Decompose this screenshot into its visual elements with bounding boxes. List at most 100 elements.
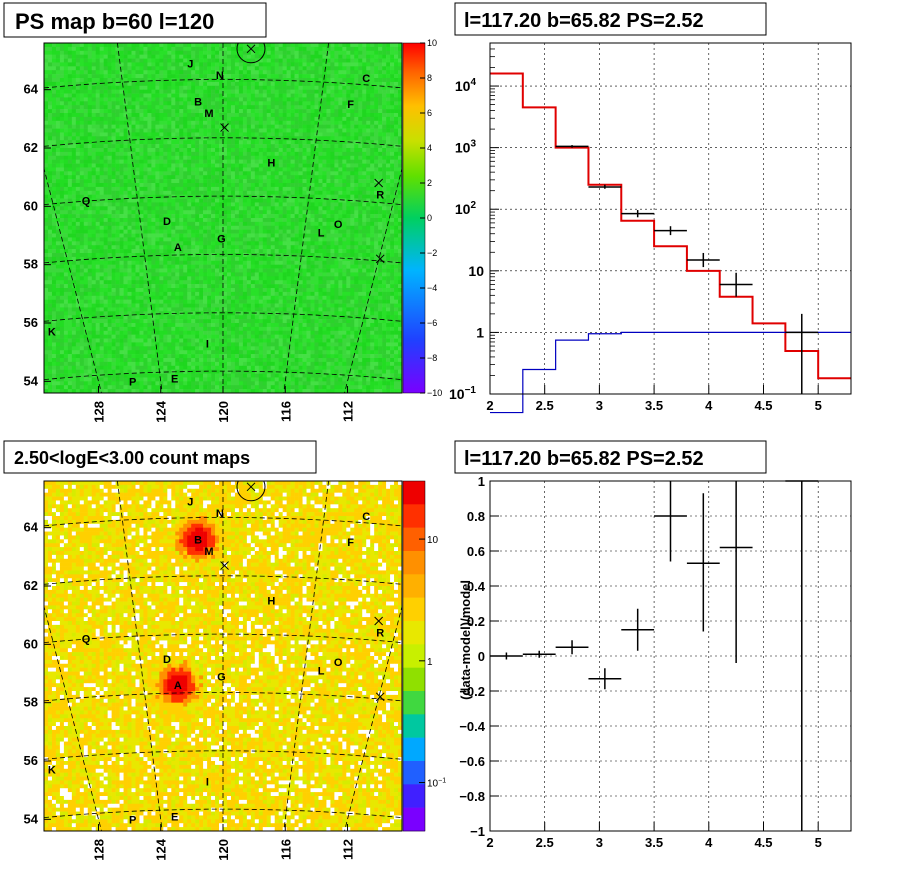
- heatmap-cell: [334, 183, 339, 188]
- heatmap-cell: [338, 206, 343, 211]
- heatmap-cell: [334, 128, 339, 133]
- heatmap-cell: [374, 136, 379, 141]
- heatmap-cell: [51, 116, 57, 122]
- heatmap-cell: [79, 175, 85, 180]
- heatmap-cell: [302, 245, 307, 250]
- heatmap-cell: [334, 58, 339, 63]
- heatmap-cell: [91, 245, 97, 250]
- heatmap-cell: [310, 225, 315, 230]
- heatmap-cell: [390, 113, 395, 118]
- heatmap-cell: [159, 194, 164, 199]
- heatmap-cell: [111, 249, 116, 254]
- heatmap-cell: [294, 210, 299, 215]
- heatmap-cell: [51, 54, 57, 59]
- heatmap-cell: [211, 58, 216, 63]
- heatmap-cell: [71, 128, 77, 133]
- heatmap-cell: [207, 109, 212, 114]
- heatmap-cell: [330, 124, 335, 129]
- heatmap-cell: [83, 245, 89, 250]
- heatmap-cell: [223, 97, 228, 102]
- heatmap-cell: [362, 241, 367, 246]
- heatmap-cell: [119, 113, 124, 118]
- heatmap-cell: [103, 89, 108, 94]
- heatmap-cell: [302, 214, 307, 219]
- heatmap-cell: [187, 256, 192, 262]
- heatmap-cell: [286, 155, 291, 160]
- heatmap-cell: [298, 225, 303, 230]
- heatmap-cell: [290, 214, 295, 219]
- heatmap-cell: [147, 128, 152, 133]
- heatmap-cell: [382, 221, 387, 227]
- heatmap-cell: [107, 132, 112, 137]
- heatmap-cell: [44, 116, 49, 122]
- heatmap-cell: [366, 179, 371, 184]
- heatmap-cell: [67, 97, 73, 102]
- heatmap-cell: [67, 105, 73, 110]
- heatmap-cell: [318, 58, 323, 63]
- heatmap-cell: [207, 167, 212, 172]
- heatmap-cell: [167, 206, 172, 211]
- heatmap-cell: [203, 249, 208, 254]
- heatmap-cell: [378, 66, 383, 71]
- heatmap-cell: [282, 198, 287, 203]
- heatmap-cell: [91, 210, 97, 215]
- heatmap-cell: [254, 93, 260, 98]
- heatmap-cell: [103, 194, 108, 199]
- heatmap-cell: [230, 155, 236, 160]
- heatmap-cell: [306, 109, 311, 114]
- heatmap-cell: [246, 194, 252, 199]
- heatmap-cell: [47, 175, 53, 180]
- heatmap-cell: [234, 214, 240, 219]
- heatmap-cell: [362, 249, 367, 254]
- heatmap-cell: [111, 167, 116, 172]
- heatmap-cell: [155, 245, 160, 250]
- heatmap-cell: [290, 85, 295, 90]
- heatmap-cell: [119, 229, 124, 234]
- heatmap-cell: [155, 89, 160, 94]
- heatmap-cell: [63, 155, 69, 160]
- heatmap-cell: [378, 245, 383, 250]
- heatmap-cell: [342, 74, 347, 79]
- heatmap-cell: [179, 155, 184, 160]
- heatmap-cell: [330, 151, 335, 157]
- heatmap-cell: [175, 120, 180, 125]
- heatmap-cell: [55, 229, 61, 234]
- heatmap-cell: [258, 221, 264, 227]
- heatmap-cell: [326, 70, 331, 75]
- heatmap-cell: [127, 159, 132, 164]
- heatmap-cell: [346, 202, 351, 207]
- heatmap-cell: [187, 109, 192, 114]
- heatmap-cell: [107, 198, 112, 203]
- heatmap-cell: [274, 113, 279, 118]
- heatmap-cell: [318, 120, 323, 125]
- heatmap-cell: [223, 155, 228, 160]
- heatmap-cell: [67, 245, 73, 250]
- heatmap-cell: [366, 120, 371, 125]
- heatmap-cell: [338, 183, 343, 188]
- heatmap-cell: [215, 245, 220, 250]
- heatmap-cell: [350, 241, 355, 246]
- heatmap-cell: [139, 62, 144, 67]
- heatmap-cell: [318, 128, 323, 133]
- heatmap-cell: [314, 163, 319, 168]
- heatmap-cell: [123, 245, 128, 250]
- heatmap-cell: [107, 62, 112, 67]
- heatmap-cell: [318, 214, 323, 219]
- heatmap-cell: [398, 163, 402, 168]
- heatmap-cell: [147, 221, 152, 227]
- heatmap-cell: [274, 70, 279, 75]
- heatmap-cell: [147, 229, 152, 234]
- heatmap-cell: [246, 54, 252, 59]
- heatmap-cell: [310, 128, 315, 133]
- heatmap-cell: [91, 183, 97, 188]
- heatmap-cell: [346, 132, 351, 137]
- heatmap-cell: [398, 132, 402, 137]
- heatmap-cell: [51, 194, 57, 199]
- heatmap-cell: [226, 54, 232, 59]
- heatmap-cell: [286, 132, 291, 137]
- heatmap-cell: [219, 74, 224, 79]
- heatmap-cell: [215, 233, 220, 238]
- heatmap-cell: [75, 210, 81, 215]
- heatmap-cell: [151, 233, 156, 238]
- heatmap-cell: [302, 105, 307, 110]
